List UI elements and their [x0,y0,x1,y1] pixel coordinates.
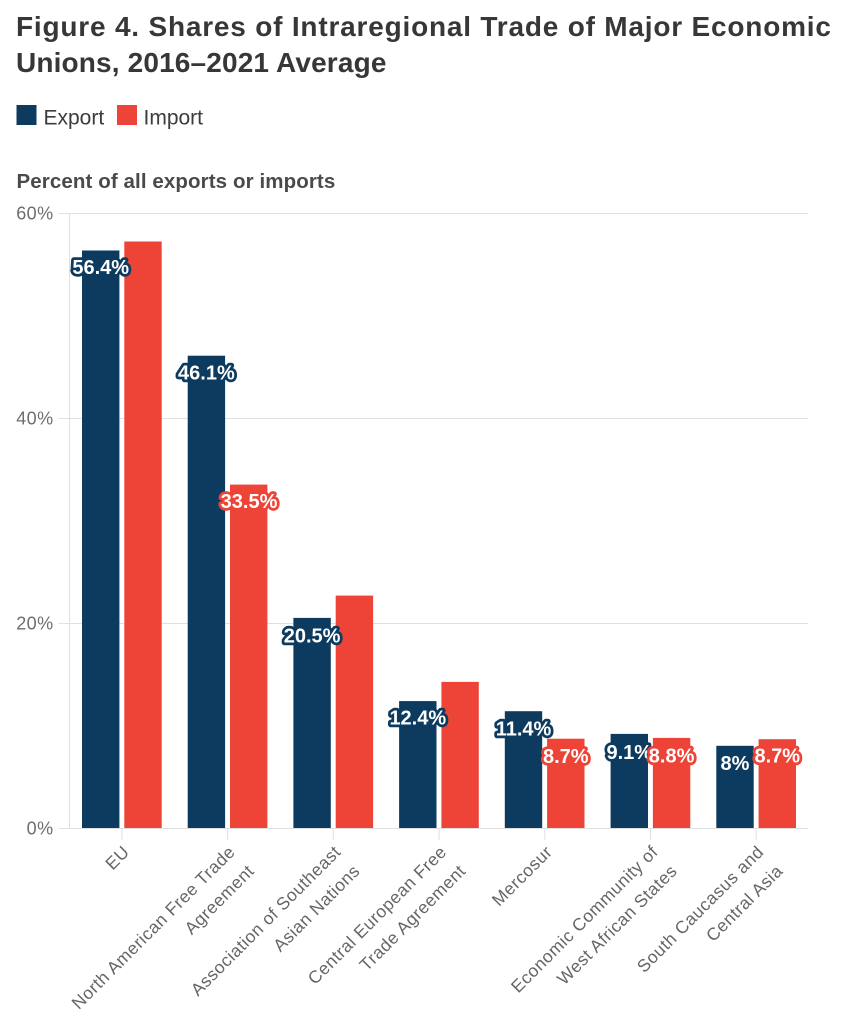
svg-text:9.1%: 9.1% [607,742,653,764]
svg-text:11.4%: 11.4% [496,719,552,741]
svg-text:60%: 60% [16,204,53,224]
svg-text:Export: Export [44,107,105,130]
svg-text:56.4%: 56.4% [72,257,129,279]
svg-text:North American Free TradeAgree: North American Free TradeAgreement [68,842,258,1024]
svg-text:South Caucasus andCentral Asia: South Caucasus andCentral Asia [633,842,787,996]
svg-text:Figure 4. Shares of Intraregio: Figure 4. Shares of Intraregional Trade … [16,11,832,42]
svg-text:0%: 0% [27,819,54,839]
svg-text:46.1%: 46.1% [178,363,235,385]
svg-text:12.4%: 12.4% [389,707,446,729]
svg-text:Mercosur: Mercosur [488,842,556,910]
svg-text:33.5%: 33.5% [221,491,278,513]
svg-text:Percent of all exports or impo: Percent of all exports or imports [17,170,336,193]
svg-text:40%: 40% [16,409,53,429]
svg-text:20.5%: 20.5% [284,626,341,648]
svg-text:8.7%: 8.7% [755,746,801,768]
svg-text:20%: 20% [16,614,53,634]
svg-text:8.8%: 8.8% [649,746,695,768]
svg-text:EU: EU [101,842,133,874]
svg-text:Import: Import [144,107,204,130]
svg-text:8%: 8% [721,753,750,775]
svg-text:Unions, 2016–2021 Average: Unions, 2016–2021 Average [16,47,387,78]
svg-text:8.7%: 8.7% [543,746,589,768]
